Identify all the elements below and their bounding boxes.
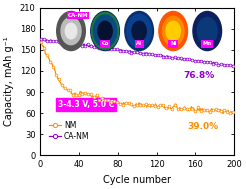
Text: 3-4.3 V, 5.0 C: 3-4.3 V, 5.0 C: [58, 100, 114, 109]
Legend: NM, CA-NM: NM, CA-NM: [46, 118, 92, 144]
Y-axis label: Capacity, mAh g⁻¹: Capacity, mAh g⁻¹: [4, 37, 14, 126]
Text: 39.0%: 39.0%: [187, 122, 219, 131]
Text: 76.8%: 76.8%: [184, 71, 215, 80]
X-axis label: Cycle number: Cycle number: [103, 175, 171, 185]
